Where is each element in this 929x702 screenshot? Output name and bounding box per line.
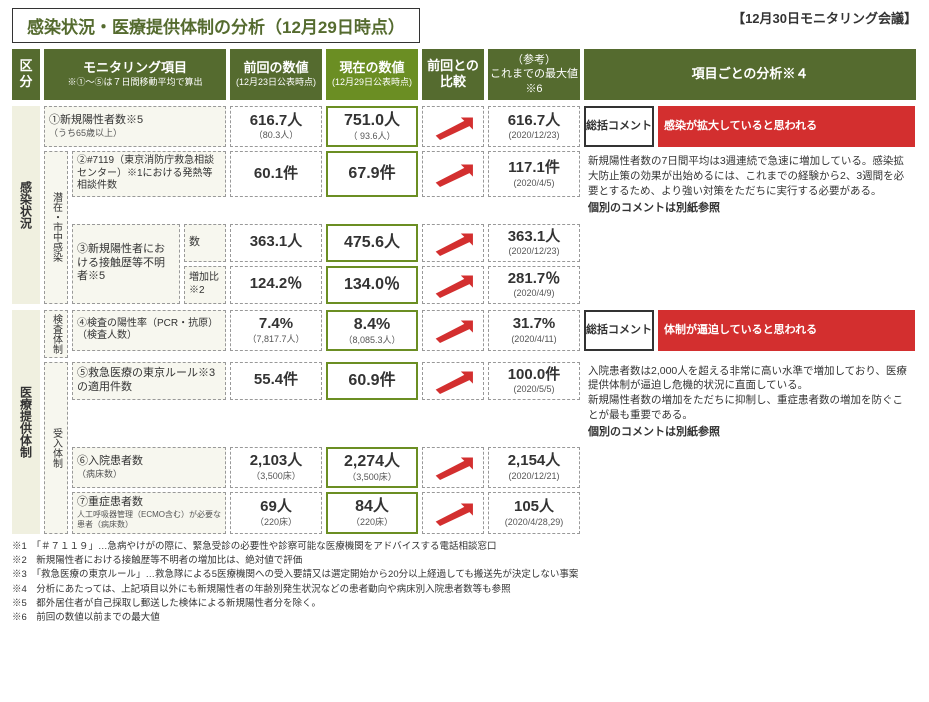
analysis-2: 入院患者数は2,000人を超える非常に高い水準で増加しており、医療提供体制が逼迫… bbox=[584, 362, 916, 443]
arrow-up-icon bbox=[422, 106, 484, 147]
sublabel-ukeire: 受入体制 bbox=[44, 362, 68, 534]
analysis-1: 新規陽性者数の7日間平均は3週連続で急速に増加している。感染拡大防止策の効果が出… bbox=[584, 151, 916, 219]
hdr-kubun: 区分 bbox=[12, 49, 40, 100]
alert-2: 体制が逼迫していると思われる bbox=[658, 310, 915, 351]
sokatsu-1: 総括コメント bbox=[584, 106, 654, 147]
arrow-up-icon bbox=[422, 362, 484, 400]
page-title: 感染状況・医療提供体制の分析（12月29日時点） bbox=[12, 8, 420, 43]
arrow-up-icon bbox=[422, 492, 484, 534]
section-medical: 医療提供体制 検査体制 ④検査の陽性率（PCR・抗原）（検査人数） 7.4%（7… bbox=[12, 310, 917, 534]
section-label-medical: 医療提供体制 bbox=[12, 310, 40, 534]
hdr-cur: 現在の数値(12月29日公表時点) bbox=[326, 49, 418, 100]
sublabel-latent: 潜在・市中感染 bbox=[44, 151, 68, 303]
hdr-ana: 項目ごとの分析※４ bbox=[584, 49, 916, 100]
sokatsu-2: 総括コメント bbox=[584, 310, 654, 351]
arrow-up-icon bbox=[422, 151, 484, 197]
alert-1: 感染が拡大していると思われる bbox=[658, 106, 915, 147]
hdr-ref: （参考）これまでの最大値※6 bbox=[488, 49, 580, 100]
sublabel-kensa: 検査体制 bbox=[44, 310, 68, 358]
arrow-up-icon bbox=[422, 224, 484, 262]
arrow-up-icon bbox=[422, 447, 484, 488]
section-label-infection: 感染状況 bbox=[12, 106, 40, 304]
header-row: 区分 モニタリング項目※①～⑤は７日間移動平均で算出 前回の数値(12月23日公… bbox=[12, 49, 917, 100]
footnotes: ※1 「＃７１１９」…急病やけがの際に、緊急受診の必要性や診察可能な医療機関をア… bbox=[12, 540, 917, 626]
hdr-cmp: 前回との比較 bbox=[422, 49, 484, 100]
meeting-label: 【12月30日モニタリング会議】 bbox=[732, 8, 917, 27]
hdr-prev: 前回の数値(12月23日公表時点) bbox=[230, 49, 322, 100]
arrow-up-icon bbox=[422, 266, 484, 304]
hdr-item: モニタリング項目※①～⑤は７日間移動平均で算出 bbox=[44, 49, 226, 100]
arrow-up-icon bbox=[422, 310, 484, 351]
section-infection: 感染状況 ①新規陽性者数※5（うち65歳以上） 616.7人（80.3人） 75… bbox=[12, 106, 917, 304]
row-1: ①新規陽性者数※5（うち65歳以上） 616.7人（80.3人） 751.0人（… bbox=[44, 106, 917, 147]
